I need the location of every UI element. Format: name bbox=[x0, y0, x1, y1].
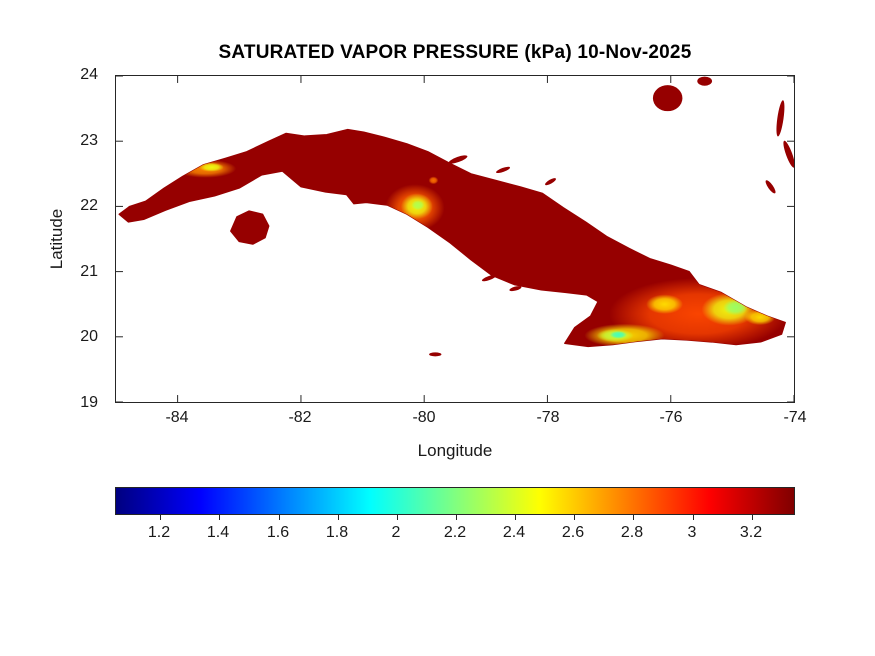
x-tick-label: -80 bbox=[412, 409, 436, 426]
colorbar-tick bbox=[693, 515, 694, 520]
y-tick-label: 24 bbox=[80, 66, 98, 83]
x-axis-label: Longitude bbox=[417, 441, 493, 460]
y-tick-label: 19 bbox=[80, 394, 98, 411]
colorbar-tick bbox=[456, 515, 457, 520]
colorbar-tick bbox=[160, 515, 161, 520]
x-tick-label: -74 bbox=[783, 409, 807, 426]
colorbar-tick-label: 2.4 bbox=[502, 524, 526, 541]
colorbar-tick bbox=[219, 515, 220, 520]
x-tick-label: -78 bbox=[536, 409, 560, 426]
plot-area bbox=[115, 75, 795, 403]
colorbar-tick bbox=[397, 515, 398, 520]
colorbar-tick-label: 2.2 bbox=[443, 524, 467, 541]
colorbar-gradient bbox=[116, 488, 794, 514]
colorbar-tick-label: 3 bbox=[687, 524, 697, 541]
colorbar-tick-labels: 1.2 1.4 1.6 1.8 2 2.2 2.4 2.6 2.8 3 3.2 bbox=[115, 524, 795, 544]
y-tick-label: 23 bbox=[80, 132, 98, 149]
colorbar-tick-label: 1.4 bbox=[206, 524, 230, 541]
x-tick-label: -82 bbox=[288, 409, 312, 426]
colorbar-tick bbox=[515, 515, 516, 520]
colorbar-tick-label: 3.2 bbox=[739, 524, 763, 541]
y-tick-label: 21 bbox=[80, 263, 98, 280]
colorbar-tick bbox=[574, 515, 575, 520]
colorbar-tick-label: 2.6 bbox=[561, 524, 585, 541]
y-tick-label: 20 bbox=[80, 328, 98, 345]
x-tick-label: -76 bbox=[659, 409, 683, 426]
colorbar bbox=[115, 487, 795, 520]
colorbar-tick-label: 2 bbox=[391, 524, 401, 541]
colorbar-tick bbox=[279, 515, 280, 520]
x-tick-label: -84 bbox=[165, 409, 189, 426]
colorbar-tick-label: 2.8 bbox=[620, 524, 644, 541]
cuba-vapor-pressure-map bbox=[116, 76, 794, 402]
chart-title: SATURATED VAPOR PRESSURE (kPa) 10-Nov-20… bbox=[218, 42, 692, 63]
colorbar-tick bbox=[338, 515, 339, 520]
y-tick-label: 22 bbox=[80, 197, 98, 214]
colorbar-tick bbox=[633, 515, 634, 520]
colorbar-tick-label: 1.6 bbox=[266, 524, 290, 541]
y-tick-labels: 19 20 21 22 23 24 bbox=[58, 66, 106, 411]
colorbar-tick-label: 1.8 bbox=[325, 524, 349, 541]
colorbar-tick-label: 1.2 bbox=[147, 524, 171, 541]
x-tick-labels: -84 -82 -80 -78 -76 -74 bbox=[115, 409, 806, 429]
colorbar-tick bbox=[752, 515, 753, 520]
